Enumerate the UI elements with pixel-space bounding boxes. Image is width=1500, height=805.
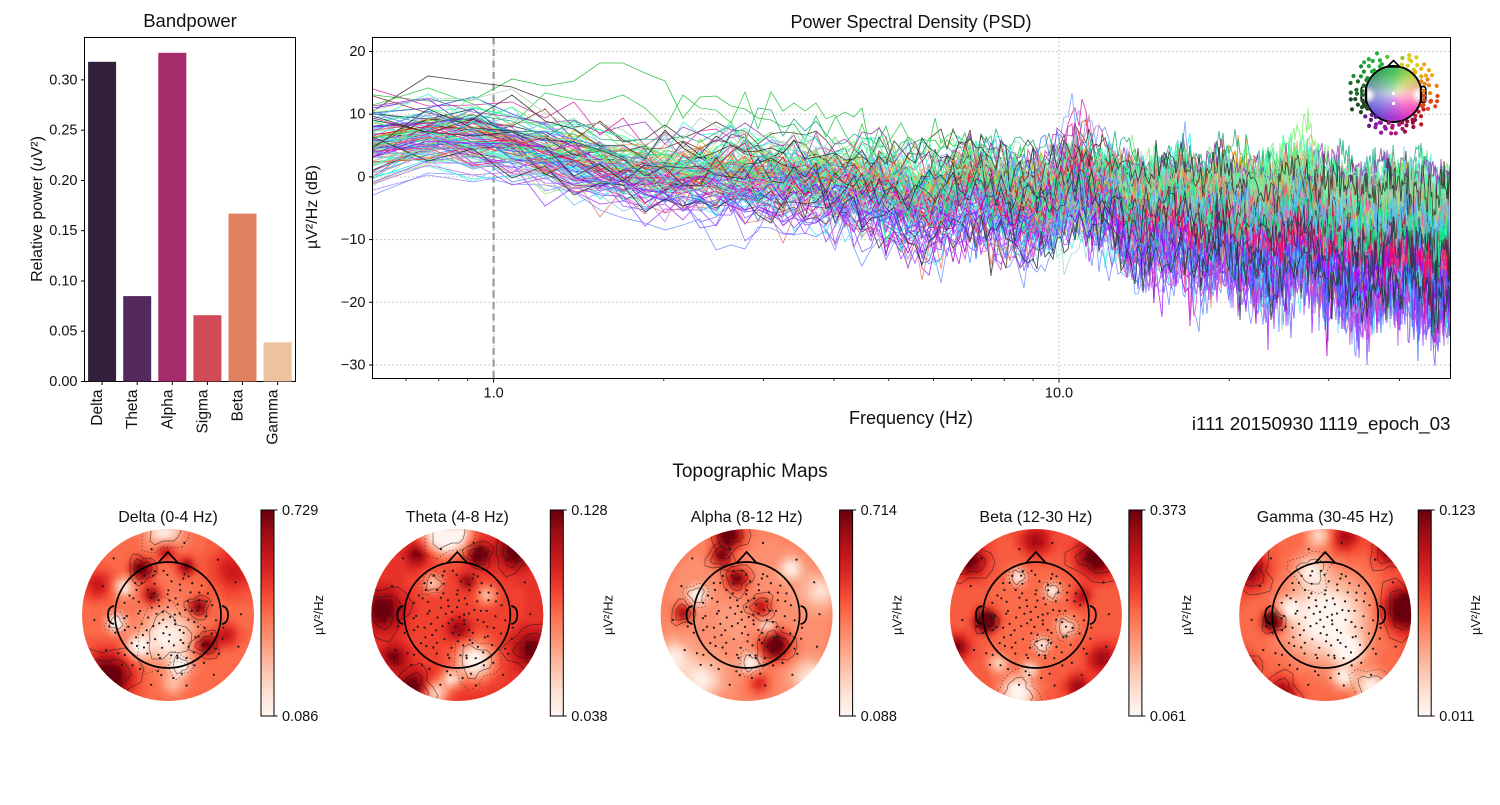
svg-text:Relative power (uV²): Relative power (uV²) [29,136,46,282]
svg-text:10.0: 10.0 [1045,386,1073,402]
svg-text:µV²/Hz: µV²/Hz [1179,595,1194,635]
svg-text:−10: −10 [341,232,366,248]
svg-text:Topographic Maps: Topographic Maps [672,461,827,482]
svg-text:1.0: 1.0 [484,386,504,402]
svg-text:0.038: 0.038 [571,709,607,725]
svg-text:0.00: 0.00 [49,374,77,390]
svg-text:µV²/Hz (dB): µV²/Hz (dB) [304,165,321,249]
svg-text:0.20: 0.20 [49,173,77,189]
svg-text:µV²/Hz: µV²/Hz [1468,595,1483,635]
svg-text:Bandpower: Bandpower [143,10,237,31]
svg-text:Alpha: Alpha [159,389,176,429]
svg-text:0.05: 0.05 [49,324,77,340]
svg-text:−30: −30 [341,358,366,374]
svg-text:µV²/Hz: µV²/Hz [311,595,326,635]
svg-text:µV²/Hz: µV²/Hz [890,595,905,635]
svg-text:µV²/Hz: µV²/Hz [600,595,615,635]
svg-text:0.714: 0.714 [861,503,897,519]
svg-text:Sigma: Sigma [194,389,211,433]
svg-text:i111 20150930 1119_epoch_03: i111 20150930 1119_epoch_03 [1192,413,1451,435]
svg-text:−20: −20 [341,295,366,311]
svg-text:Delta (0-4 Hz): Delta (0-4 Hz) [118,509,218,526]
svg-text:Frequency (Hz): Frequency (Hz) [849,408,973,428]
svg-text:Beta (12-30 Hz): Beta (12-30 Hz) [979,509,1092,526]
svg-text:Gamma (30-45 Hz): Gamma (30-45 Hz) [1257,509,1394,526]
svg-text:Gamma: Gamma [265,389,282,445]
svg-text:0.15: 0.15 [49,223,77,239]
svg-text:Beta: Beta [230,389,247,421]
svg-text:0.088: 0.088 [861,709,897,725]
svg-text:Alpha (8-12 Hz): Alpha (8-12 Hz) [691,509,803,526]
svg-text:0.729: 0.729 [282,503,318,519]
svg-text:0.10: 0.10 [49,274,77,290]
svg-text:Theta (4-8 Hz): Theta (4-8 Hz) [406,509,509,526]
svg-text:0.30: 0.30 [49,72,77,88]
svg-text:Theta: Theta [124,389,141,429]
svg-text:10: 10 [349,107,365,123]
svg-text:0.011: 0.011 [1439,709,1474,725]
svg-text:Power Spectral Density (PSD): Power Spectral Density (PSD) [790,12,1031,32]
svg-text:0.086: 0.086 [282,709,318,725]
svg-text:Delta: Delta [89,389,106,426]
svg-text:0.123: 0.123 [1439,503,1475,519]
svg-text:0.373: 0.373 [1150,503,1186,519]
svg-text:0.128: 0.128 [571,503,607,519]
svg-text:0.061: 0.061 [1150,709,1186,725]
svg-text:20: 20 [349,44,365,60]
svg-text:0: 0 [357,169,365,185]
svg-text:0.25: 0.25 [49,123,77,139]
